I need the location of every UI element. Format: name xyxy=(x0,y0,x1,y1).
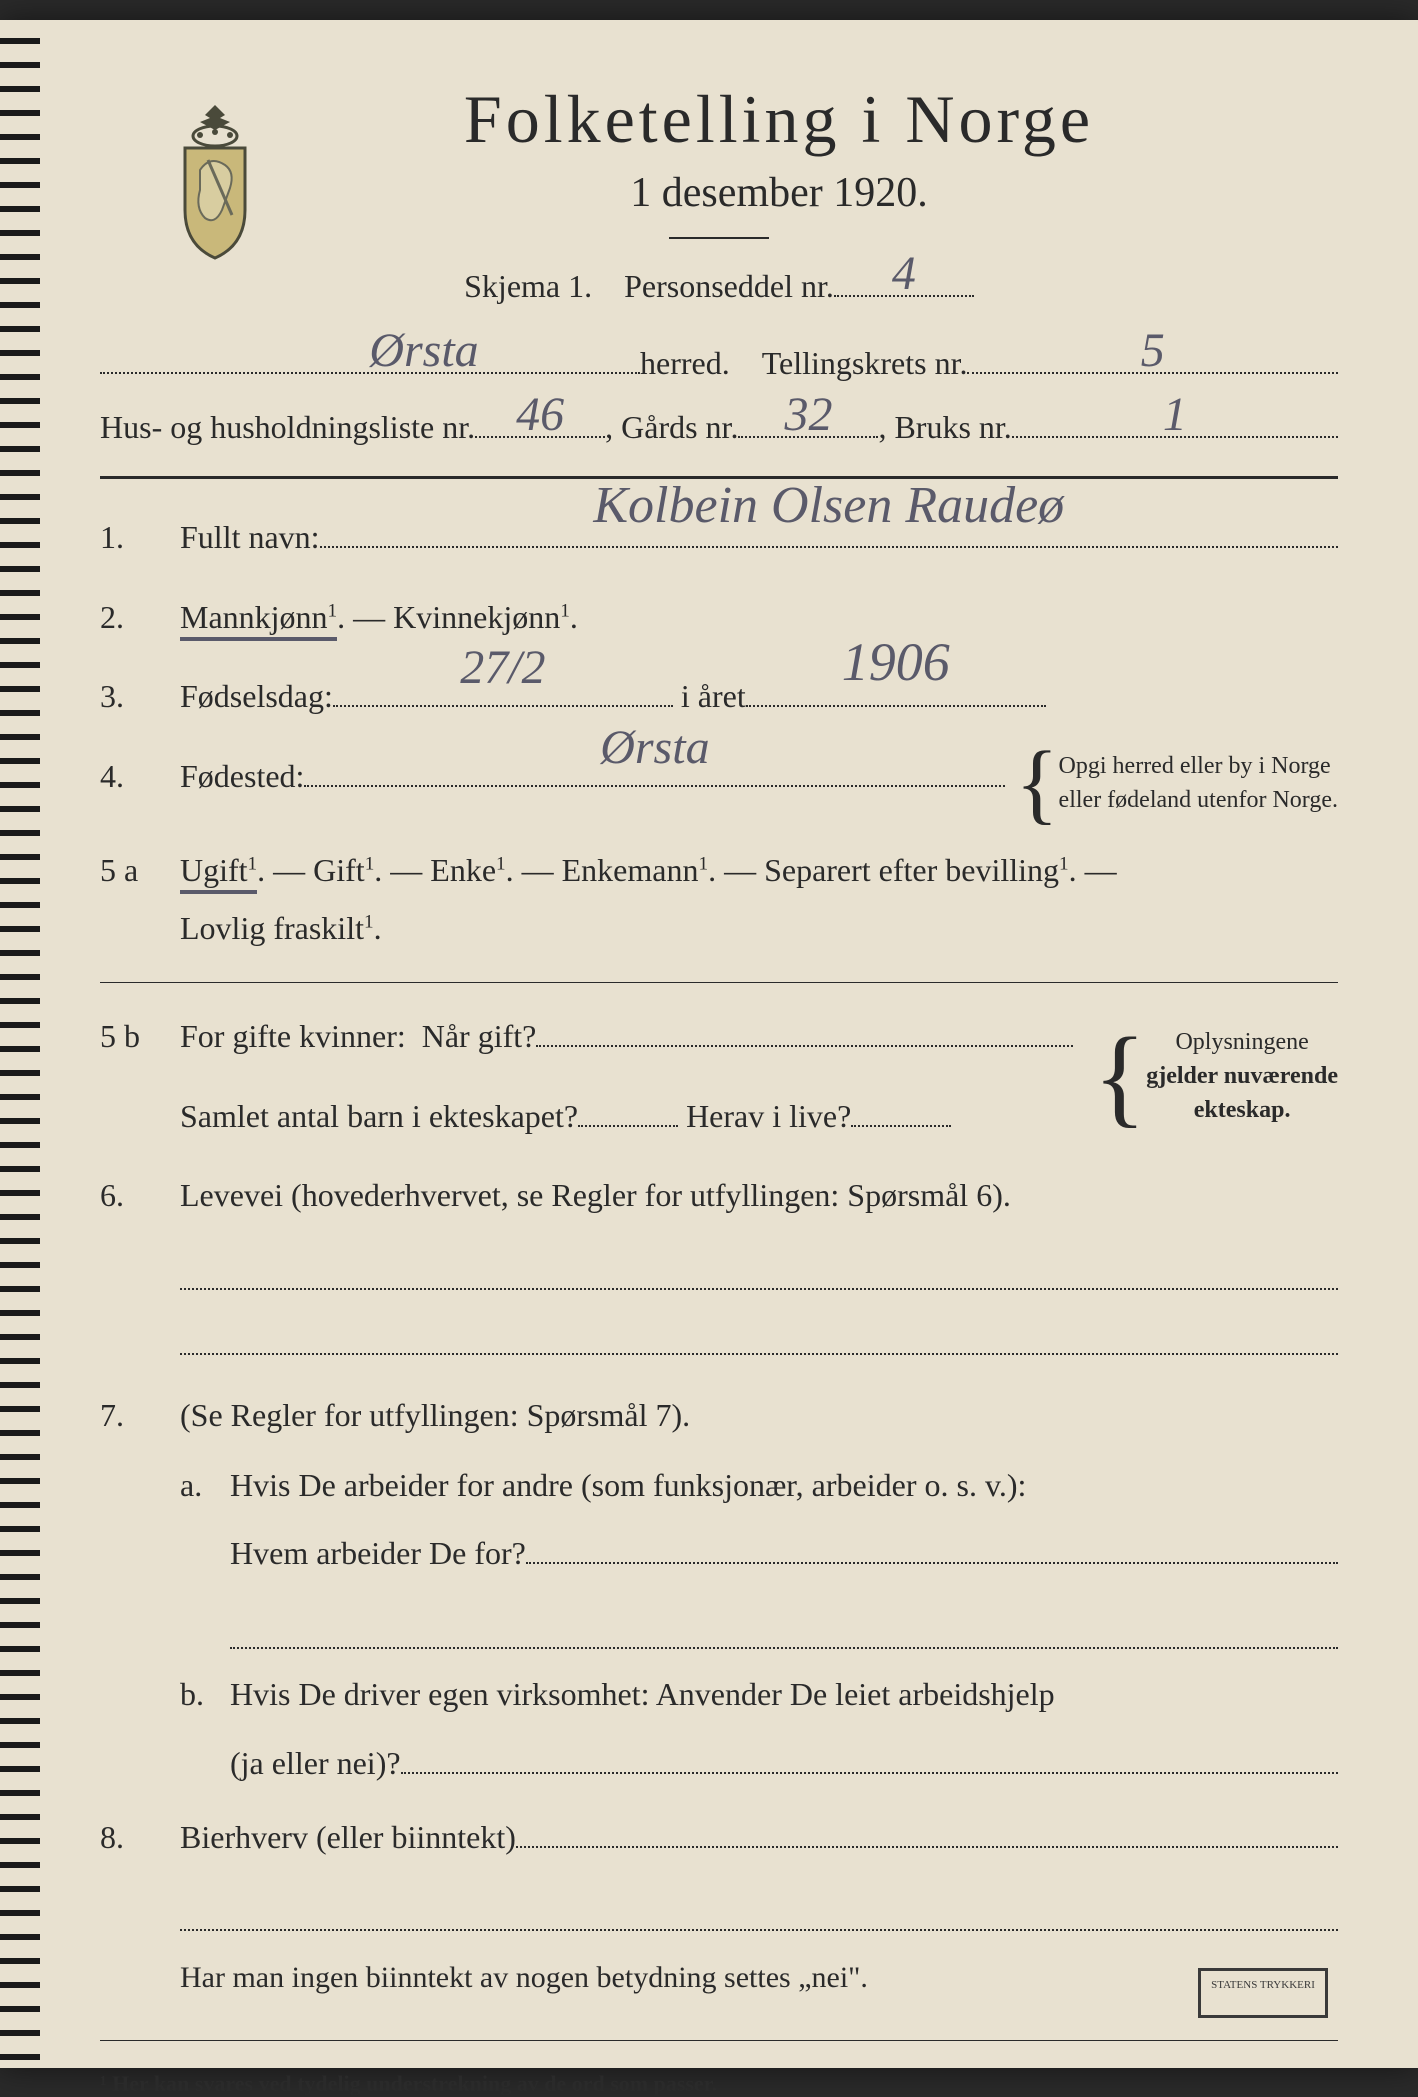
birthplace-value: Ørsta xyxy=(600,705,709,791)
gards-value: 32 xyxy=(784,387,832,442)
q5a-marital: 5 a Ugift1. — Gift1. — Enke1. — Enkemann… xyxy=(100,842,1338,957)
footer-divider xyxy=(100,2040,1338,2041)
q2-gender: 2. Mannkjønn1. — Kvinnekjønn1. xyxy=(100,589,1338,647)
brace-icon: { xyxy=(1093,1038,1146,1115)
bruks-value: 1 xyxy=(1163,387,1187,442)
q6-answer-line-1 xyxy=(180,1250,1338,1290)
divider-5a5b xyxy=(100,982,1338,983)
skjema-label: Skjema 1. xyxy=(464,268,592,305)
header-divider xyxy=(669,237,769,239)
herred-line: Ørsta herred. Tellingskrets nr. 5 xyxy=(100,335,1338,381)
skjema-line: Skjema 1. Personseddel nr. 4 xyxy=(100,259,1338,305)
personseddel-value: 4 xyxy=(892,246,916,301)
hushold-label: Hus- og husholdningsliste nr. xyxy=(100,409,475,446)
q4-sidenote: Opgi herred eller by i Norge eller fødel… xyxy=(1059,750,1338,817)
q1-fullname: 1. Fullt navn: Kolbein Olsen Raudeø xyxy=(100,509,1338,567)
printer-stamp: STATENS TRYKKERI xyxy=(1198,1968,1328,2018)
q6-occupation: 6. Levevei (hovederhvervet, se Regler fo… xyxy=(100,1167,1338,1365)
q5b-sidenote: Oplysningene gjelder nuværende ekteskap. xyxy=(1146,1026,1338,1127)
q8-note: Har man ingen biinntekt av nogen betydni… xyxy=(180,1951,1338,2005)
herred-label: herred. xyxy=(640,345,730,382)
marital-ugift-selected: Ugift1 xyxy=(180,852,257,894)
q5b-married-women: 5 b For gifte kvinner: Når gift? Samlet … xyxy=(100,1008,1338,1145)
tellingskrets-value: 5 xyxy=(1141,323,1165,378)
tellingskrets-label: Tellingskrets nr. xyxy=(762,345,968,382)
q8-secondary-occupation: 8. Bierhverv (eller biinntekt) Har man i… xyxy=(100,1809,1338,2006)
brace-icon: { xyxy=(1015,748,1058,820)
hushold-value: 46 xyxy=(516,387,564,442)
coat-of-arms-icon xyxy=(160,100,270,260)
personseddel-label: Personseddel nr. xyxy=(624,268,834,305)
household-line: Hus- og husholdningsliste nr. 46 , Gårds… xyxy=(100,400,1338,446)
q6-answer-line-2 xyxy=(180,1315,1338,1355)
birthyear-value: 1906 xyxy=(842,614,950,711)
footnote: ¹ Her kan svares ved tydelig understrekn… xyxy=(100,2071,1338,2097)
birthday-value: 27/2 xyxy=(460,625,545,711)
q7b: b.Hvis De driver egen virksomhet: Anvend… xyxy=(180,1664,1338,1794)
gender-male-selected: Mannkjønn1 xyxy=(180,599,337,641)
form-header: Folketelling i Norge 1 desember 1920. Sk… xyxy=(100,80,1338,305)
q7-employment: 7. (Se Regler for utfyllingen: Spørsmål … xyxy=(100,1387,1338,1445)
form-date: 1 desember 1920. xyxy=(220,169,1338,217)
form-title: Folketelling i Norge xyxy=(220,80,1338,159)
fullname-value: Kolbein Olsen Raudeø xyxy=(593,459,1064,553)
q3-birthdate: 3. Fødselsdag: 27/2 i året 1906 xyxy=(100,668,1338,726)
herred-value: Ørsta xyxy=(369,323,478,378)
gards-label: , Gårds nr. xyxy=(605,409,738,446)
bruks-label: , Bruks nr. xyxy=(878,409,1011,446)
census-form-page: Folketelling i Norge 1 desember 1920. Sk… xyxy=(0,20,1418,2068)
perforation-edge xyxy=(0,20,40,2068)
q7a: a.Hvis De arbeider for andre (som funksj… xyxy=(180,1455,1338,1650)
q4-birthplace: 4. Fødested: Ørsta { Opgi herred eller b… xyxy=(100,748,1338,820)
